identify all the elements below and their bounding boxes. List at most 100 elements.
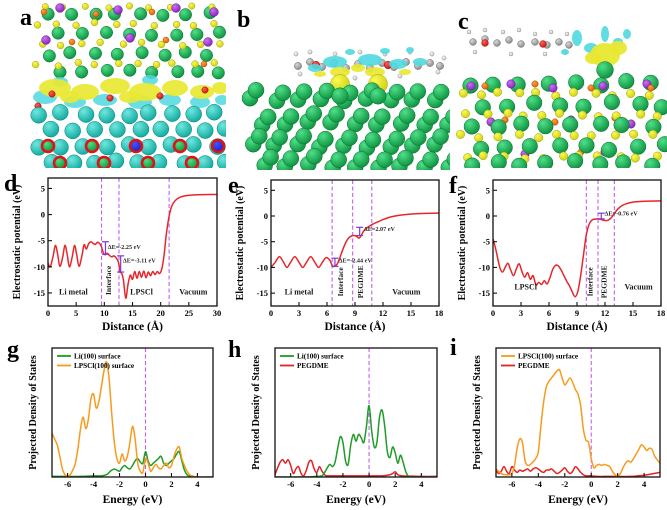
delta-e-annotation: ΔE=-2.25 eV [108, 244, 142, 251]
charge-isosurface-blob [413, 58, 427, 66]
charge-isosurface-blob [561, 49, 569, 55]
curve-pegdme [275, 458, 437, 477]
reference-dashed-lines [331, 180, 373, 306]
x-tick-label: 0 [491, 308, 495, 318]
chart-g-pdos: -6 -4 -2 0 2 4 Energy (eV) Projected Density of… [28, 347, 214, 506]
curves [275, 404, 437, 477]
x-tick-label: 5 [74, 308, 78, 318]
curve-electrostatic-potential [493, 200, 661, 298]
x-tick-label: -2 [116, 479, 123, 489]
charge-isosurface-blob [142, 75, 158, 85]
delta-e-bracket [356, 226, 364, 237]
legend-label: Li(100) surface [297, 353, 344, 361]
ring-atom [84, 138, 100, 154]
curves [52, 360, 213, 477]
curve-li-100-surface [275, 404, 437, 477]
region-label: Vacuum [392, 288, 420, 297]
panel-label-e: e [228, 173, 239, 199]
y-tick-label: -10 [479, 262, 490, 272]
plot-border [51, 347, 214, 478]
y-tick-label: -15 [34, 288, 45, 298]
charge-isosurface-blob [119, 91, 141, 103]
y-axis-label: Projected Density of States [472, 355, 483, 470]
x-tick-label: 15 [407, 308, 416, 318]
charge-isosurface-blob [609, 41, 627, 55]
x-tick-label: 9 [575, 308, 579, 318]
x-tick-label: 4 [195, 479, 200, 489]
region-label: PEGDME [356, 265, 365, 298]
region-label: LPSCl [514, 283, 537, 292]
charge-isosurface-blob [159, 94, 181, 106]
delta-e-bracket [101, 241, 109, 255]
y-tick-label: -10 [34, 262, 45, 272]
y-axis-label: Projected Density of States [251, 355, 262, 470]
y-tick-label: -15 [257, 288, 268, 298]
charge-isosurface-blob [572, 30, 582, 46]
atomistic-model [456, 26, 667, 168]
y-axis-label: Electrostatic potential (eV) [457, 186, 468, 301]
curve-li-100-surface [52, 450, 213, 477]
charge-isosurface-blob [60, 91, 80, 103]
x-tick-label: 12 [379, 308, 388, 318]
x-tick-label: 4 [642, 479, 647, 489]
x-tick-label: 4 [419, 479, 424, 489]
x-tick-label: 2 [616, 479, 620, 489]
plot-border [495, 347, 661, 478]
atomistic-model [241, 47, 450, 170]
charge-isosurface-blob [358, 54, 382, 66]
x-axis-label: Distance (Å) [325, 319, 386, 333]
chart-e-electrostatic-potential: 0 3 6 9 12 15 18 5 0 -5 -10 -15 Distance (Å) Electros… [235, 179, 443, 333]
charge-isosurface-blob [314, 71, 326, 77]
x-axis-label: Energy (eV) [103, 494, 163, 506]
x-tick-label: 18 [657, 308, 666, 318]
x-tick-label: 30 [213, 308, 222, 318]
curve-electrostatic-potential [271, 212, 439, 269]
legend-label: Li(100) surface [74, 353, 121, 361]
x-tick-label: 2 [393, 479, 397, 489]
delta-e-bracket [331, 257, 339, 268]
axis-ticks-and-labels: -6 -4 -2 0 2 4 [508, 473, 647, 489]
charge-isosurface-blob [190, 96, 210, 108]
chart-d-electrostatic-potential: 0 5 10 15 20 25 30 5 0 -5 -10 -15 Distance (Å) Electr… [12, 177, 222, 333]
ring-atom [52, 155, 68, 168]
ring-atom [184, 155, 200, 168]
curve-electrostatic-potential [48, 193, 217, 299]
reference-dashed-lines [100, 178, 170, 306]
y-tick-label: 5 [264, 185, 268, 195]
charge-isosurface-blob [345, 49, 355, 55]
ring-atom [96, 155, 112, 168]
panel-label-g: g [7, 337, 19, 363]
charge-isosurface-blob [585, 52, 601, 64]
y-tick-label: -15 [479, 288, 490, 298]
x-tick-label: 0 [367, 479, 371, 489]
charge-isosurface-blob [212, 82, 226, 94]
charge-isosurface-blob [162, 80, 188, 96]
region-label: Interface [585, 267, 594, 297]
delta-e-bracket [117, 255, 125, 273]
x-tick-label: -2 [561, 479, 568, 489]
x-tick-label: 12 [601, 308, 610, 318]
curve-lpscl-100-surface [52, 360, 213, 477]
region-label: Vacuum [625, 283, 653, 292]
structure-b-pegdme-on-li-render [241, 47, 450, 170]
legend-label: LPSCl(100) surface [518, 353, 578, 361]
region-label: PEGDME [599, 265, 608, 298]
charge-isosurface-blob [308, 64, 322, 72]
panel-label-a: a [20, 5, 32, 31]
x-tick-label: -4 [535, 479, 543, 489]
region-label: Li metal [285, 288, 314, 297]
panel-label-i: i [450, 335, 457, 361]
y-tick-label: 5 [41, 183, 45, 193]
x-tick-label: 3 [519, 308, 523, 318]
charge-isosurface-blob [380, 48, 390, 54]
ring-atom [172, 138, 188, 154]
y-tick-label: -5 [483, 237, 490, 247]
curve-lpscl-100-surface [496, 368, 660, 477]
ring-atom [210, 138, 226, 154]
x-axis-label: Distance (Å) [102, 319, 163, 333]
chart-h-pdos: -6 -4 -2 0 2 4 Energy (eV) Projected Density of… [251, 347, 438, 506]
panel-label-d: d [4, 171, 18, 197]
ring-atom [40, 138, 56, 154]
charge-isosurface-blob [215, 95, 226, 105]
panel-label-c: c [458, 9, 469, 35]
